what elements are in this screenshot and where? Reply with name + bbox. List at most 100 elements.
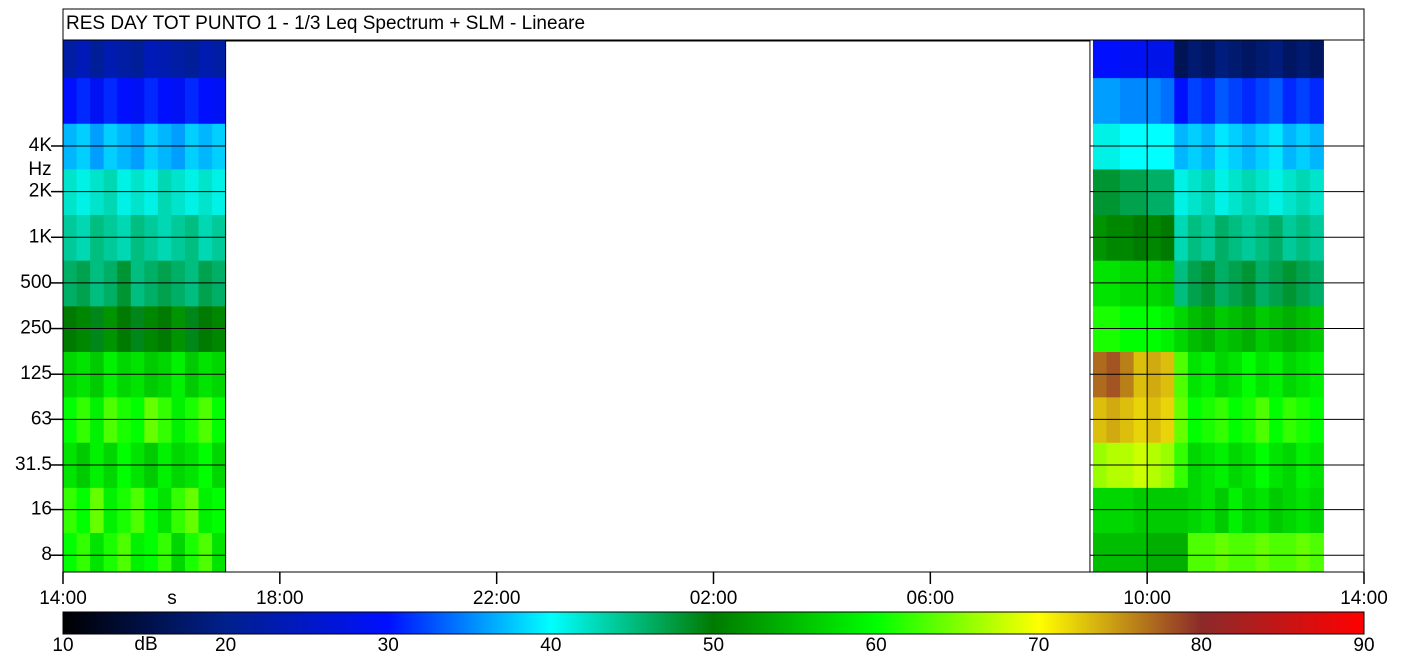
heatmap-cell (1242, 77, 1257, 124)
heatmap-cell (1147, 77, 1162, 124)
x-tick-label: 18:00 (256, 588, 304, 609)
heatmap-cell (212, 40, 227, 79)
heatmap-cell (171, 77, 186, 124)
heatmap-cell (76, 532, 91, 572)
heatmap-cell (1147, 487, 1162, 533)
title-box (62, 8, 1365, 41)
heatmap-cell (1228, 487, 1243, 533)
chart-title: RES DAY TOT PUNTO 1 - 1/3 Leq Spectrum +… (66, 13, 585, 34)
heatmap-cell (1255, 487, 1270, 533)
heatmap-cell (1147, 40, 1162, 79)
heatmap-cell (1106, 487, 1121, 533)
heatmap-cell (1269, 40, 1284, 79)
heatmap-cell (1092, 40, 1108, 79)
heatmap-cell (1282, 77, 1297, 124)
heatmap-cell (1201, 40, 1216, 79)
heatmap-cell (212, 487, 227, 533)
heatmap-cell (1269, 77, 1284, 124)
heatmap-cell (90, 40, 105, 79)
heatmap-cell (130, 532, 145, 572)
heatmap-cell (130, 40, 145, 79)
heatmap-cell (198, 532, 213, 572)
heatmap-cell (1228, 40, 1243, 79)
heatmap-cell (90, 77, 105, 124)
colorbar-tick-label: 40 (540, 635, 561, 656)
colorbar-tick-label: 30 (378, 635, 399, 656)
heatmap-cell (90, 532, 105, 572)
heatmap-cell (103, 487, 118, 533)
heatmap-cell (1214, 532, 1230, 572)
heatmap-cell (1092, 487, 1108, 533)
heatmap-cell (1174, 77, 1189, 124)
axes: 8 16 31.5 63 125 250 500 1K 2K 4K 14:00 18:00 22:00 0… (15, 39, 1388, 656)
colorbar-tick-label: 90 (1353, 635, 1374, 656)
heatmap-cell (1120, 487, 1135, 533)
y-tick-label: 250 (20, 318, 52, 339)
heatmap-cell (1201, 532, 1216, 572)
heatmap-cell (76, 487, 91, 533)
x-tick-label: 14:00 (1340, 588, 1388, 609)
heatmap-cell (1174, 40, 1189, 79)
heatmap-cell (1092, 532, 1108, 572)
heatmap-cell (103, 40, 118, 79)
heatmap-cell (1133, 77, 1148, 124)
y-tick-label: 8 (41, 544, 52, 565)
heatmap-cell (184, 532, 200, 572)
colorbar-tick-label: 50 (703, 635, 724, 656)
heatmap-cell (1160, 532, 1175, 572)
y-tick-label: 500 (20, 272, 52, 293)
heatmap-cell (144, 77, 159, 124)
heatmap-cell (1174, 487, 1189, 533)
heatmap-cell (1309, 532, 1324, 572)
x-tick-label: 06:00 (907, 588, 955, 609)
heatmap-cell (1228, 77, 1243, 124)
heatmap-cell (1106, 532, 1121, 572)
heatmap-cell (1282, 532, 1297, 572)
heatmap-cell (144, 40, 159, 79)
heatmap-cell (144, 487, 159, 533)
heatmap-cell (1296, 77, 1311, 124)
heatmap-cell (130, 77, 145, 124)
heatmap-cell (198, 40, 213, 79)
heatmap-cell (157, 77, 173, 124)
heatmap-cell (1282, 40, 1297, 79)
colorbar-tick-label: 70 (1028, 635, 1049, 656)
heatmap-cell (1120, 77, 1135, 124)
no-data-area (225, 40, 1091, 573)
y-tick-label: 4K (29, 135, 53, 156)
heatmap-cell (184, 487, 200, 533)
heatmap-cell (1201, 77, 1216, 124)
heatmap-cell (1201, 487, 1216, 533)
heatmap-cell (1187, 487, 1202, 533)
heatmap-cell (1296, 487, 1311, 533)
heatmap-cell (1160, 487, 1175, 533)
heatmap-cell (63, 487, 78, 533)
heatmap-cell (63, 77, 78, 124)
heatmap-cell (1187, 77, 1202, 124)
heatmap-cell (1242, 40, 1257, 79)
heatmap-cell (157, 487, 173, 533)
plot-frame (62, 39, 1365, 573)
colorbar (62, 611, 1365, 635)
heatmap-cell (117, 532, 132, 572)
heatmap-cell (1282, 487, 1297, 533)
heatmap-cell (212, 532, 227, 572)
heatmap-cell (1106, 77, 1121, 124)
heatmap-cell (1092, 77, 1108, 124)
heatmap-cell (1269, 487, 1284, 533)
y-tick-label: 63 (31, 408, 52, 429)
x-tick-label: 10:00 (1123, 588, 1171, 609)
heatmap-cell (1133, 40, 1148, 79)
heatmap-cell (1187, 532, 1202, 572)
heatmap-cell (1174, 532, 1189, 572)
heatmap-cell (157, 532, 173, 572)
heatmap-cell (1133, 487, 1148, 533)
heatmap-cell (1160, 40, 1175, 79)
grid (62, 40, 1365, 573)
heatmap-cell (1255, 532, 1270, 572)
heatmap-cell (130, 487, 145, 533)
y-tick-label: 2K (29, 181, 53, 202)
heatmap-cell (184, 77, 200, 124)
y-tick-label: 16 (31, 499, 52, 520)
